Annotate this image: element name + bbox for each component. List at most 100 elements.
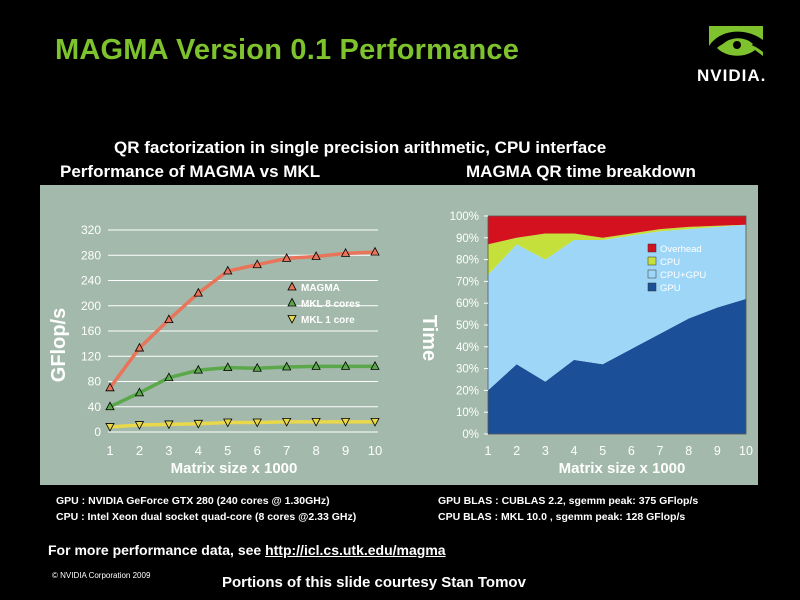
y-tick-label: 80% [456, 255, 479, 267]
legend-swatch [647, 256, 657, 266]
data-point [370, 361, 380, 370]
legend-label: MKL 8 cores [301, 299, 361, 310]
y-tick-label: 30% [456, 364, 479, 376]
y-tick-label: 50% [456, 320, 479, 332]
right-chart-title: MAGMA QR time breakdown [466, 162, 696, 181]
left-chart-title: Performance of MAGMA vs MKL [60, 162, 321, 181]
cpu-spec: CPU : Intel Xeon dual socket quad-core (… [56, 511, 357, 523]
x-tick-label: 6 [254, 443, 261, 458]
y-tick-label: 60% [456, 298, 479, 310]
copyright: © NVIDIA Corporation 2009 [52, 571, 151, 580]
legend-marker [287, 297, 297, 307]
data-point [134, 342, 145, 352]
y-tick-label: 90% [456, 233, 479, 245]
x-tick-label: 3 [165, 443, 172, 458]
data-point [105, 423, 115, 432]
y-tick-label: 120 [81, 349, 101, 363]
y-tick-label: 320 [81, 223, 101, 237]
data-point [134, 387, 145, 397]
data-point [105, 382, 115, 392]
series-line-2 [109, 420, 375, 429]
nvidia-eye-icon [709, 26, 763, 64]
legend-marker [287, 315, 297, 324]
y-tick-label: 10% [456, 407, 479, 419]
legend-swatch [647, 269, 657, 279]
magma-link[interactable]: http://icl.cs.utk.edu/magma [265, 542, 446, 558]
x-tick-label: 8 [685, 444, 692, 458]
data-point [370, 246, 380, 256]
legend-label: CPU [660, 257, 680, 268]
y-tick-label: 240 [81, 274, 101, 288]
gpu-spec: GPU : NVIDIA GeForce GTX 280 (240 cores … [56, 495, 330, 507]
x-tick-label: 7 [283, 443, 290, 458]
performance-chart: 0 40 80 120 160 200 240 280 320 1 2 3 4 5 6 7 8 9 10 Matrix… [48, 223, 382, 477]
data-point [252, 418, 262, 428]
legend-label: GPU [660, 283, 681, 294]
x-tick-label: 2 [513, 444, 520, 458]
x-tick-label: 8 [312, 443, 319, 458]
x-tick-label: 10 [368, 443, 382, 458]
y-tick-label: 20% [456, 385, 479, 397]
data-point [134, 421, 145, 430]
data-point [370, 417, 380, 427]
area-overhead [488, 216, 746, 245]
y-axis-label: GFlop/s [48, 308, 70, 382]
x-tick-label: 4 [571, 444, 578, 458]
data-point [252, 259, 262, 269]
area-cpu [488, 224, 746, 275]
slide-title: MAGMA Version 0.1 Performance [55, 34, 520, 66]
y-tick-label: 160 [81, 324, 101, 338]
data-point [311, 417, 321, 427]
data-point [340, 417, 351, 427]
slide-subtitle: QR factorization in single precision ari… [114, 138, 607, 157]
cpu-blas-spec: CPU BLAS : MKL 10.0 , sgemm peak: 128 GF… [438, 511, 686, 523]
time-breakdown-chart: 0% 10% 20% 30% 40% 50% 60% 70% 80% 90% 100% 1 2 3 4 5 6 7… [418, 211, 753, 477]
data-point [311, 361, 321, 370]
x-tick-label: 2 [136, 443, 143, 458]
data-point [281, 417, 292, 427]
legend-label: Overhead [660, 244, 702, 255]
more-performance-note: For more performance data, see http://ic… [48, 542, 446, 558]
area-cpu-gpu [488, 224, 746, 391]
legend-label: MKL 1 core [301, 315, 355, 326]
legend-label: MAGMA [301, 283, 340, 294]
x-tick-label: 6 [628, 444, 635, 458]
legend-swatch [647, 282, 657, 292]
data-point [281, 253, 292, 262]
data-point [193, 364, 203, 374]
series-line-1 [109, 364, 375, 409]
x-axis-label: Matrix size x 1000 [171, 460, 298, 477]
x-tick-label: 1 [485, 444, 492, 458]
x-tick-label: 3 [542, 444, 549, 458]
data-point [193, 287, 203, 297]
legend-label: CPU+GPU [660, 270, 706, 281]
x-tick-label: 1 [106, 443, 113, 458]
y-tick-label: 80 [88, 375, 102, 389]
area-gpu [488, 298, 746, 434]
data-point [164, 420, 174, 430]
legend-marker [287, 281, 297, 291]
data-point [223, 265, 233, 275]
x-tick-label: 5 [224, 443, 231, 458]
y-tick-label: 0 [94, 425, 101, 439]
x-tick-label: 4 [195, 443, 202, 458]
data-point [340, 248, 351, 257]
data-point [164, 314, 174, 324]
data-point [105, 401, 115, 411]
data-point [223, 418, 233, 428]
x-tick-label: 5 [599, 444, 606, 458]
data-point [340, 361, 351, 370]
series-line-0 [108, 250, 376, 389]
x-axis-label: Matrix size x 1000 [559, 460, 686, 477]
gpu-blas-spec: GPU BLAS : CUBLAS 2.2, sgemm peak: 375 G… [438, 495, 699, 507]
y-tick-label: 0% [462, 429, 479, 441]
data-point [252, 362, 262, 372]
y-tick-label: 70% [456, 276, 479, 288]
data-point [311, 251, 321, 260]
x-tick-label: 9 [342, 443, 349, 458]
x-tick-label: 7 [657, 444, 664, 458]
nvidia-logo [709, 26, 763, 64]
y-tick-label: 200 [81, 299, 101, 313]
data-point [281, 361, 292, 371]
